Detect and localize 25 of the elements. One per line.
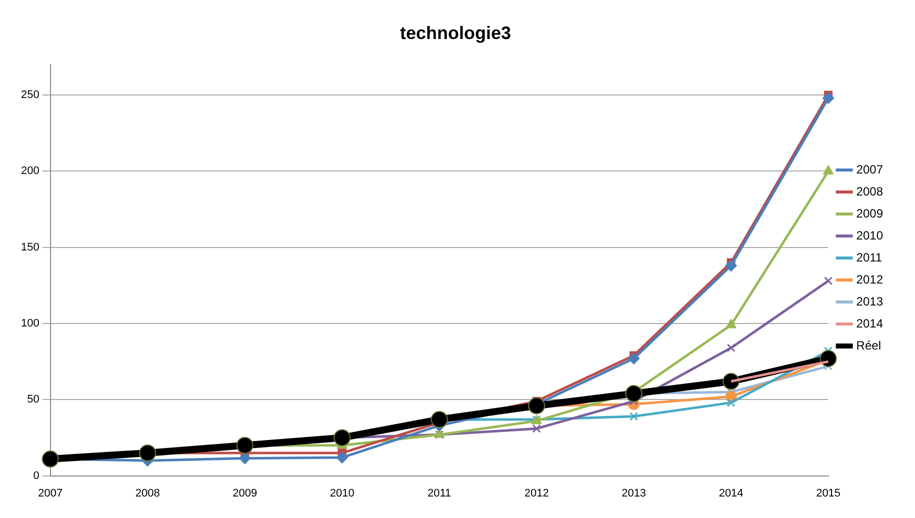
x-tick-label: 2013 <box>622 487 646 500</box>
y-tick-label: 100 <box>20 318 40 330</box>
x-tick-label: 2015 <box>816 487 841 500</box>
y-tick-label: 250 <box>20 89 40 102</box>
legend-label: Réel <box>856 338 881 352</box>
y-tick-label: 0 <box>33 470 40 482</box>
legend-label: 2010 <box>856 228 884 242</box>
legend-label: 2009 <box>856 206 884 220</box>
x-tick-label: 2008 <box>135 487 160 500</box>
legend-label: 2013 <box>856 294 884 308</box>
y-tick-label: 50 <box>27 394 40 406</box>
legend-label: 2008 <box>856 184 884 198</box>
y-tick-label: 200 <box>20 165 40 178</box>
x-tick-label: 2007 <box>38 487 63 500</box>
legend-label: 2012 <box>856 272 884 286</box>
x-tick-label: 2011 <box>428 487 452 500</box>
chart-title: technologie3 <box>400 22 512 43</box>
legend-label: 2011 <box>856 250 882 264</box>
y-tick-label: 150 <box>20 241 40 254</box>
legend-label: 2014 <box>856 316 884 330</box>
legend-label: 2007 <box>856 162 884 176</box>
x-tick-label: 2009 <box>232 487 258 500</box>
x-tick-label: 2014 <box>718 487 744 500</box>
x-tick-label: 2012 <box>524 487 549 500</box>
x-tick-label: 2010 <box>330 487 354 500</box>
